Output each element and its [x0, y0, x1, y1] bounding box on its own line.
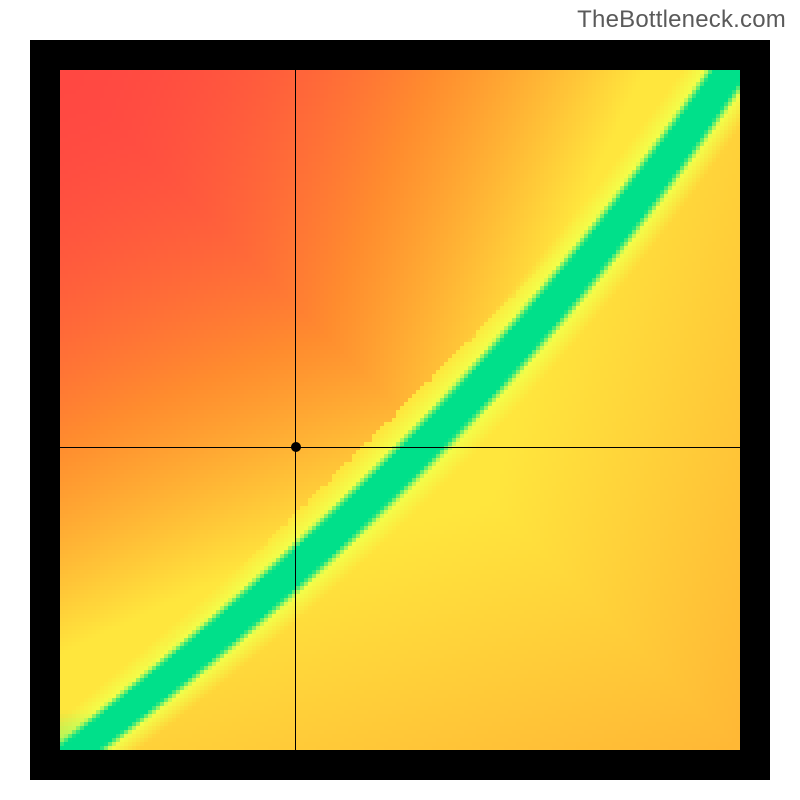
crosshair-horizontal	[60, 447, 740, 448]
bottleneck-heatmap	[60, 70, 740, 750]
watermark-text: TheBottleneck.com	[577, 6, 786, 34]
crosshair-vertical	[295, 70, 296, 750]
